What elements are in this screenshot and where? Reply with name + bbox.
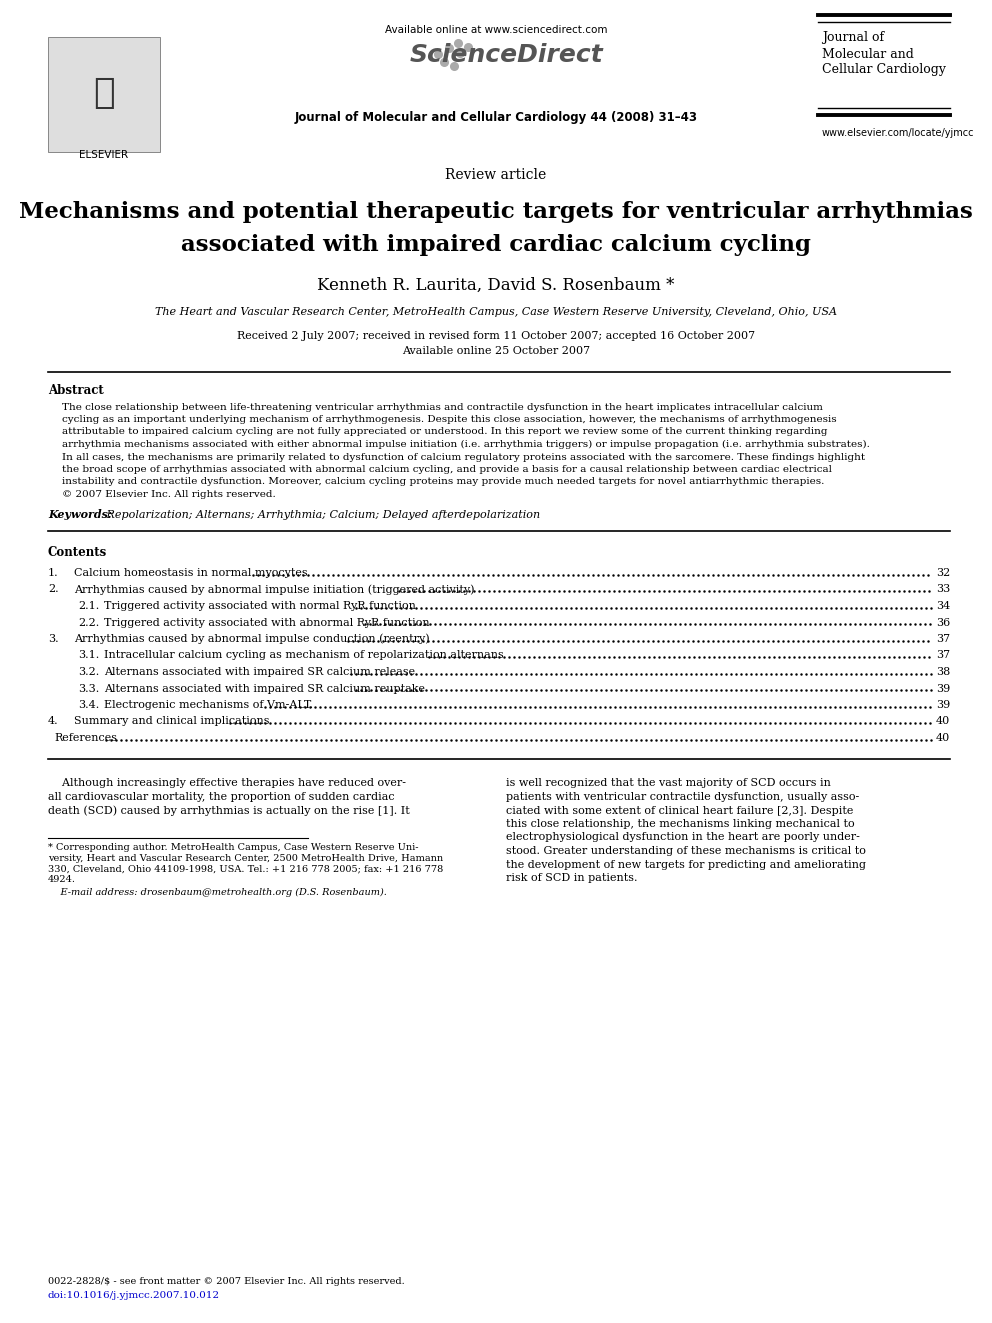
Text: 2.2.: 2.2. — [78, 618, 99, 627]
Text: ELSEVIER: ELSEVIER — [79, 149, 129, 160]
Text: Abstract: Abstract — [48, 384, 104, 397]
Text: 2.1.: 2.1. — [78, 601, 99, 611]
Text: all cardiovascular mortality, the proportion of sudden cardiac: all cardiovascular mortality, the propor… — [48, 792, 395, 802]
Text: E-mail address: drosenbaum@metrohealth.org (D.S. Rosenbaum).: E-mail address: drosenbaum@metrohealth.o… — [48, 888, 387, 897]
Text: Alternans associated with impaired SR calcium reuptake: Alternans associated with impaired SR ca… — [104, 684, 425, 693]
Text: 330, Cleveland, Ohio 44109-1998, USA. Tel.: +1 216 778 2005; fax: +1 216 778: 330, Cleveland, Ohio 44109-1998, USA. Te… — [48, 864, 443, 873]
Text: Although increasingly effective therapies have reduced over-: Although increasingly effective therapie… — [48, 778, 406, 789]
Text: Contents: Contents — [48, 546, 107, 560]
Text: Triggered activity associated with abnormal RyR function: Triggered activity associated with abnor… — [104, 618, 430, 627]
Text: Summary and clinical implications: Summary and clinical implications — [74, 717, 270, 726]
Text: © 2007 Elsevier Inc. All rights reserved.: © 2007 Elsevier Inc. All rights reserved… — [62, 490, 276, 499]
Text: Keywords:: Keywords: — [48, 509, 112, 520]
Text: Kenneth R. Laurita, David S. Rosenbaum *: Kenneth R. Laurita, David S. Rosenbaum * — [317, 277, 675, 294]
Text: 🌲: 🌲 — [93, 75, 115, 110]
Text: Cellular Cardiology: Cellular Cardiology — [822, 64, 946, 77]
Text: Journal of Molecular and Cellular Cardiology 44 (2008) 31–43: Journal of Molecular and Cellular Cardio… — [295, 111, 697, 124]
Text: risk of SCD in patients.: risk of SCD in patients. — [506, 873, 638, 882]
Text: 40: 40 — [935, 733, 950, 744]
Text: Repolarization; Alternans; Arrhythmia; Calcium; Delayed afterdepolarization: Repolarization; Alternans; Arrhythmia; C… — [103, 509, 540, 520]
Text: 3.: 3. — [48, 634, 59, 644]
Text: 3.3.: 3.3. — [78, 684, 99, 693]
Text: In all cases, the mechanisms are primarily related to dysfunction of calcium reg: In all cases, the mechanisms are primari… — [62, 452, 865, 462]
Text: ciated with some extent of clinical heart failure [2,3]. Despite: ciated with some extent of clinical hear… — [506, 806, 853, 815]
Text: Journal of: Journal of — [822, 32, 884, 45]
Text: Triggered activity associated with normal RyR function: Triggered activity associated with norma… — [104, 601, 416, 611]
Text: 39: 39 — [935, 700, 950, 710]
Text: 3.2.: 3.2. — [78, 667, 99, 677]
Text: death (SCD) caused by arrhythmias is actually on the rise [1]. It: death (SCD) caused by arrhythmias is act… — [48, 806, 410, 816]
Text: attributable to impaired calcium cycling are not fully appreciated or understood: attributable to impaired calcium cycling… — [62, 427, 827, 437]
Text: 4924.: 4924. — [48, 875, 76, 884]
Text: Received 2 July 2007; received in revised form 11 October 2007; accepted 16 Octo: Received 2 July 2007; received in revise… — [237, 331, 755, 341]
Text: www.elsevier.com/locate/yjmcc: www.elsevier.com/locate/yjmcc — [822, 128, 974, 138]
Text: the development of new targets for predicting and ameliorating: the development of new targets for predi… — [506, 860, 866, 869]
Text: Molecular and: Molecular and — [822, 48, 914, 61]
Text: 32: 32 — [935, 568, 950, 578]
Text: 1.: 1. — [48, 568, 59, 578]
Text: 3.1.: 3.1. — [78, 651, 99, 660]
Text: the broad scope of arrhythmias associated with abnormal calcium cycling, and pro: the broad scope of arrhythmias associate… — [62, 464, 832, 474]
Text: * Corresponding author. MetroHealth Campus, Case Western Reserve Uni-: * Corresponding author. MetroHealth Camp… — [48, 844, 419, 852]
Text: versity, Heart and Vascular Research Center, 2500 MetroHealth Drive, Hamann: versity, Heart and Vascular Research Cen… — [48, 855, 443, 863]
Text: Arrhythmias caused by abnormal impulse initiation (triggered activity): Arrhythmias caused by abnormal impulse i… — [74, 585, 474, 595]
Text: Available online 25 October 2007: Available online 25 October 2007 — [402, 347, 590, 356]
Text: arrhythmia mechanisms associated with either abnormal impulse initiation (i.e. a: arrhythmia mechanisms associated with ei… — [62, 441, 870, 448]
Text: 0022-2828/$ - see front matter © 2007 Elsevier Inc. All rights reserved.: 0022-2828/$ - see front matter © 2007 El… — [48, 1277, 405, 1286]
Text: stood. Greater understanding of these mechanisms is critical to: stood. Greater understanding of these me… — [506, 845, 866, 856]
Text: patients with ventricular contractile dysfunction, usually asso-: patients with ventricular contractile dy… — [506, 792, 859, 802]
Text: Available online at www.sciencedirect.com: Available online at www.sciencedirect.co… — [385, 25, 607, 34]
Text: associated with impaired cardiac calcium cycling: associated with impaired cardiac calcium… — [182, 234, 810, 255]
Text: doi:10.1016/j.yjmcc.2007.10.012: doi:10.1016/j.yjmcc.2007.10.012 — [48, 1290, 220, 1299]
Text: Mechanisms and potential therapeutic targets for ventricular arrhythmias: Mechanisms and potential therapeutic tar… — [19, 201, 973, 224]
Text: The close relationship between life-threatening ventricular arrhythmias and cont: The close relationship between life-thre… — [62, 402, 823, 411]
Text: Intracellular calcium cycling as mechanism of repolarization alternans: Intracellular calcium cycling as mechani… — [104, 651, 504, 660]
Text: 36: 36 — [935, 618, 950, 627]
Text: 39: 39 — [935, 684, 950, 693]
Text: Calcium homeostasis in normal myocytes: Calcium homeostasis in normal myocytes — [74, 568, 308, 578]
Text: 3.4.: 3.4. — [78, 700, 99, 710]
Text: Alternans associated with impaired SR calcium release: Alternans associated with impaired SR ca… — [104, 667, 415, 677]
FancyBboxPatch shape — [48, 37, 160, 152]
Text: 2.: 2. — [48, 585, 59, 594]
Text: 38: 38 — [935, 667, 950, 677]
Text: 4.: 4. — [48, 717, 59, 726]
Text: 37: 37 — [935, 651, 950, 660]
Text: Review article: Review article — [445, 168, 547, 183]
Text: Electrogenic mechanisms of Vm-ALT.: Electrogenic mechanisms of Vm-ALT. — [104, 700, 313, 710]
Text: 40: 40 — [935, 717, 950, 726]
Text: The Heart and Vascular Research Center, MetroHealth Campus, Case Western Reserve: The Heart and Vascular Research Center, … — [155, 307, 837, 318]
Text: Arrhythmias caused by abnormal impulse conduction (reentry): Arrhythmias caused by abnormal impulse c… — [74, 634, 430, 644]
Text: this close relationship, the mechanisms linking mechanical to: this close relationship, the mechanisms … — [506, 819, 855, 830]
Text: 37: 37 — [935, 634, 950, 644]
Text: References: References — [54, 733, 117, 744]
Text: electrophysiological dysfunction in the heart are poorly under-: electrophysiological dysfunction in the … — [506, 832, 860, 843]
Text: 34: 34 — [935, 601, 950, 611]
Text: ScienceDirect: ScienceDirect — [409, 44, 603, 67]
Text: instability and contractile dysfunction. Moreover, calcium cycling proteins may : instability and contractile dysfunction.… — [62, 478, 824, 487]
Text: 33: 33 — [935, 585, 950, 594]
Text: cycling as an important underlying mechanism of arrhythmogenesis. Despite this c: cycling as an important underlying mecha… — [62, 415, 836, 423]
Text: is well recognized that the vast majority of SCD occurs in: is well recognized that the vast majorit… — [506, 778, 831, 789]
